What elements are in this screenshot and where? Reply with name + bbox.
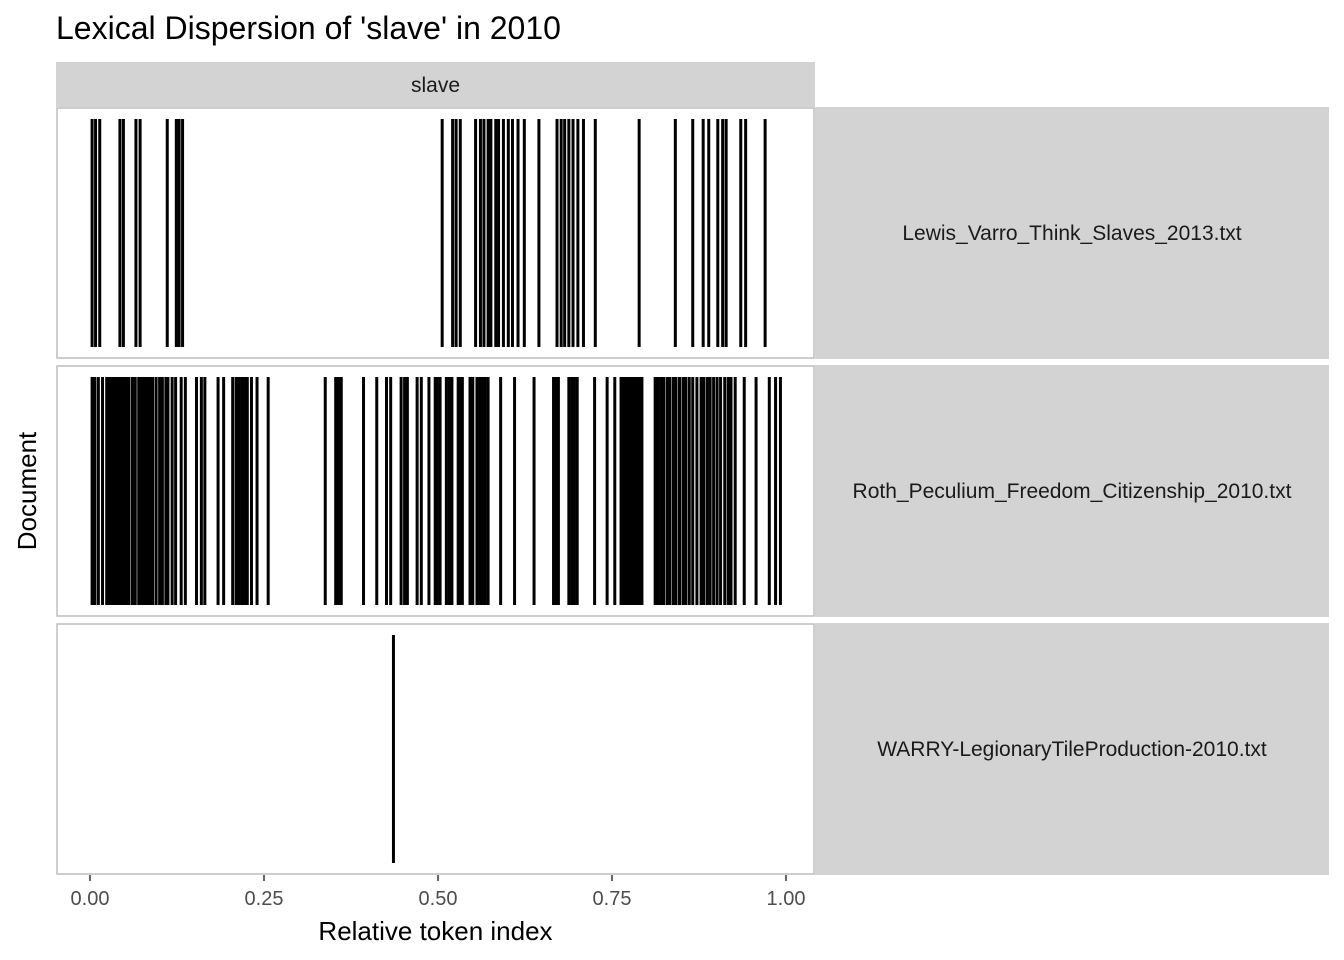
x-tick-label: 1.00 [767,888,806,910]
facet-strip-right [815,623,1329,875]
facet-label-top: slave [411,74,460,97]
x-axis-label: Relative token index [318,916,552,946]
facet-strip-right [815,365,1329,617]
x-tick-label: 0.25 [245,888,284,910]
chart-title: Lexical Dispersion of 'slave' in 2010 [56,10,561,46]
x-tick-label: 0.00 [71,888,110,910]
document-label: WARRY-LegionaryTileProduction-2010.txt [877,738,1267,761]
panel-background [56,623,815,875]
facet-strip-top [56,62,815,107]
facet-strip-right [815,107,1329,359]
y-axis-label: Document [12,431,42,550]
panels-layer: Lewis_Varro_Think_Slaves_2013.txt Roth_Pe… [56,107,1329,875]
x-axis: 0.00 0.25 0.50 0.75 1.00 [71,875,806,910]
panel-2: Roth_Peculium_Freedom_Citizenship_2010.t… [56,365,1329,617]
panel-3: WARRY-LegionaryTileProduction-2010.txt [56,623,1329,875]
document-label: Roth_Peculium_Freedom_Citizenship_2010.t… [853,480,1292,503]
x-tick-label: 0.75 [593,888,632,910]
document-label: Lewis_Varro_Think_Slaves_2013.txt [902,222,1241,245]
panel-background [56,107,815,359]
panel-1: Lewis_Varro_Think_Slaves_2013.txt [56,107,1329,359]
x-tick-label: 0.50 [419,888,458,910]
